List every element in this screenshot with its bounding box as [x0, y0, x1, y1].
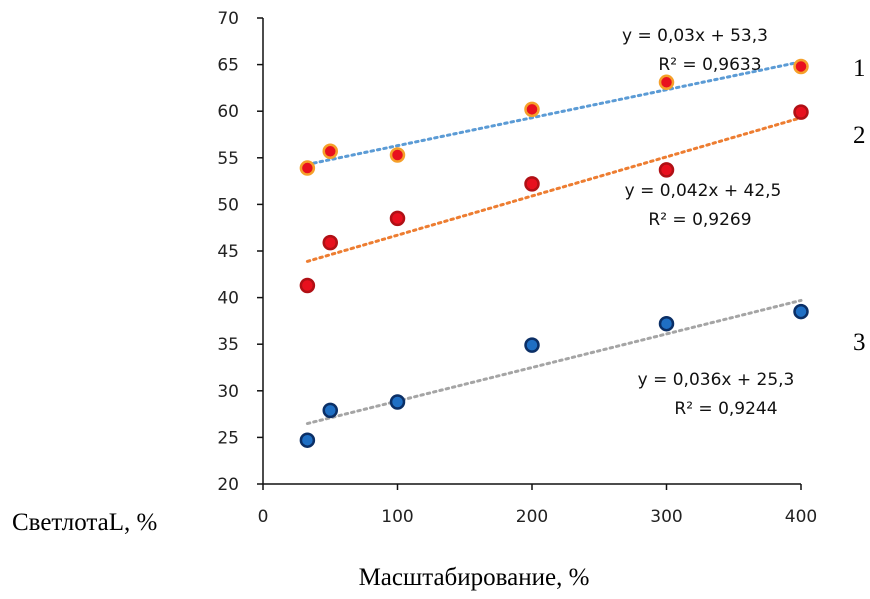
data-point-series-3: [322, 402, 338, 419]
data-point-series-2: [793, 104, 809, 120]
series-label-1: 1: [853, 55, 866, 82]
y-tick-label: 60: [217, 102, 239, 122]
data-point-series-1: [389, 147, 406, 163]
data-point-series-3: [299, 432, 316, 448]
trendlines: [305, 60, 803, 426]
x-axis-label: Масштабирование, %: [359, 564, 590, 591]
y-tick-label: 45: [217, 242, 239, 262]
data-point-series-2: [524, 176, 540, 192]
data-point-series-2: [389, 210, 406, 227]
data-point-series-2: [299, 277, 316, 294]
y-tick-label: 20: [217, 475, 239, 495]
data-point-series-1: [658, 74, 675, 91]
y-tick-label: 50: [217, 195, 239, 215]
x-tick-label: 200: [516, 507, 548, 527]
r2-1: R² = 0,9633: [658, 55, 761, 75]
x-tick-label: 400: [785, 507, 817, 527]
data-point-series-3: [658, 315, 675, 332]
x-axis: 0 100 200 300 400: [258, 483, 817, 527]
y-tick-label: 55: [217, 149, 239, 169]
y-tick-label: 70: [217, 9, 239, 29]
equation-3: y = 0,036x + 25,3: [638, 370, 795, 390]
data-point-series-3: [793, 303, 809, 320]
data-point-series-2: [322, 234, 338, 251]
y-tick-label: 30: [217, 382, 239, 402]
y-tick-label: 25: [217, 428, 239, 448]
data-point-series-1: [299, 160, 316, 176]
y-tick-label: 35: [217, 335, 239, 355]
x-tick-label: 0: [258, 507, 269, 527]
annotations: y = 0,03x + 53,3 R² = 0,9633 y = 0,042x …: [12, 26, 866, 591]
series-label-3: 3: [853, 329, 866, 356]
r2-3: R² = 0,9244: [674, 399, 777, 419]
y-tick-label: 65: [217, 56, 239, 76]
data-point-series-1: [793, 58, 809, 75]
y-axis: 20 25 30 35 40 45 50 55 60 65 70: [217, 9, 264, 495]
equation-2: y = 0,042x + 42,5: [625, 181, 782, 201]
data-points: [299, 58, 809, 448]
trendline-3: [305, 298, 803, 426]
data-point-series-2: [658, 162, 675, 178]
data-point-series-1: [322, 143, 338, 160]
data-point-series-3: [389, 394, 406, 410]
data-point-series-1: [524, 101, 540, 118]
y-tick-label: 40: [217, 289, 239, 309]
trendline-2: [305, 116, 803, 263]
x-tick-label: 100: [381, 507, 413, 527]
data-point-series-3: [524, 337, 540, 353]
y-axis-label: СветлотаL, %: [12, 509, 157, 536]
series-label-2: 2: [853, 122, 866, 149]
equation-1: y = 0,03x + 53,3: [622, 26, 768, 46]
x-tick-label: 300: [650, 507, 682, 527]
trendline-1: [305, 60, 803, 166]
r2-2: R² = 0,9269: [648, 210, 751, 230]
